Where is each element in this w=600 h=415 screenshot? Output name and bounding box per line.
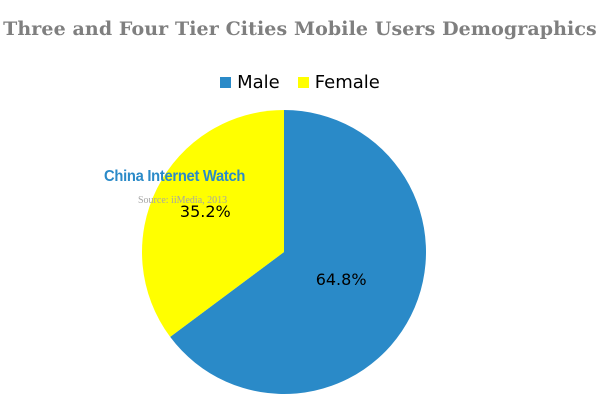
pie-slice-male (170, 110, 427, 395)
pie-slice-female (142, 110, 284, 337)
legend-swatch-male (220, 77, 232, 88)
data-label-male: 64.8% (316, 270, 367, 289)
watermark-source: Source: iiMedia, 2013 (138, 195, 228, 206)
legend-item-female: Female (297, 72, 380, 93)
legend-label-female: Female (314, 72, 380, 93)
data-label-female: 35.2% (180, 202, 231, 221)
pie-slices (142, 110, 427, 395)
chart-title: Three and Four Tier Cities Mobile Users … (3, 18, 597, 40)
watermark-brand: China Internet Watch (104, 168, 246, 185)
legend-swatch-female (297, 77, 309, 88)
pie-data-labels: 64.8% 35.2% (180, 202, 367, 289)
legend-label-male: Male (237, 72, 280, 93)
legend-item-male: Male (220, 72, 280, 93)
chart-legend: Male Female (0, 72, 600, 93)
